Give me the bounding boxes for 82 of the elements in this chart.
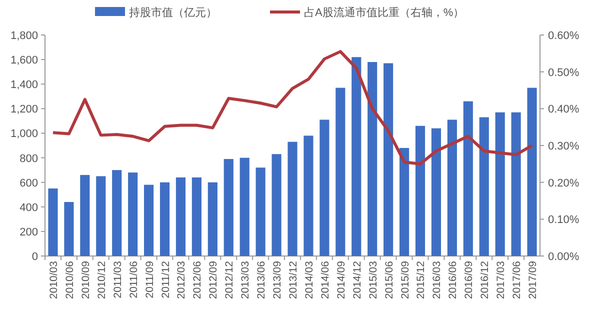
x-tick-label: 2012/06 [192, 260, 204, 299]
y2-tick-label: 0.40% [548, 104, 580, 116]
bar [415, 126, 426, 256]
bar [431, 128, 441, 256]
x-tick-label: 2014/06 [319, 260, 332, 299]
bar [447, 120, 457, 256]
y2-tick-label: 0.60% [548, 30, 580, 42]
bar [96, 176, 106, 256]
bar [48, 188, 58, 256]
x-tick-label: 2011/12 [160, 260, 172, 298]
x-tick-label: 2013/09 [272, 260, 284, 299]
bar [527, 88, 537, 256]
bar [320, 120, 330, 256]
bar [256, 168, 266, 256]
legend-label: 持股市值（亿元） [129, 6, 217, 19]
y2-tick-label: 0.10% [548, 214, 580, 226]
x-tick-label: 2015/12 [415, 260, 428, 299]
x-tick-label: 2017/06 [511, 260, 524, 299]
x-tick-label: 2011/06 [128, 260, 140, 298]
bar [511, 112, 521, 256]
bar [272, 154, 282, 256]
bar [495, 112, 505, 256]
x-tick-label: 2016/06 [447, 260, 460, 299]
legend-label: 占A股流通市值比重（右轴，%） [304, 6, 464, 19]
x-tick-label: 2010/03 [48, 260, 60, 299]
bar [160, 182, 170, 256]
bar [176, 177, 186, 256]
bar [352, 57, 362, 256]
bar [224, 159, 234, 256]
bar [112, 170, 122, 256]
x-tick-label: 2010/12 [96, 260, 108, 299]
x-tick-label: 2010/06 [64, 260, 76, 299]
x-tick-label: 2017/03 [495, 260, 508, 299]
x-tick-label: 2013/03 [240, 260, 252, 299]
x-tick-label: 2015/03 [367, 260, 380, 299]
bar [479, 117, 489, 256]
y2-tick-label: 0.00% [548, 251, 580, 263]
y-tick-label: 1,200 [10, 104, 38, 116]
x-tick-label: 2014/12 [351, 260, 364, 299]
bar [80, 174, 90, 256]
y-tick-label: 600 [20, 177, 38, 190]
bar [128, 172, 138, 256]
x-tick-label: 2012/03 [176, 260, 188, 299]
bar [368, 62, 378, 256]
bar [288, 142, 298, 256]
bar [384, 63, 394, 256]
bar [304, 136, 314, 256]
y2-tick-label: 0.30% [548, 140, 580, 152]
x-tick-label: 2011/03 [112, 260, 124, 298]
x-tick-label: 2011/09 [144, 260, 156, 298]
bar [192, 177, 202, 256]
bar [208, 182, 218, 256]
bar [336, 88, 346, 256]
y2-tick-label: 0.20% [548, 177, 580, 190]
x-tick-label: 2013/06 [256, 260, 268, 299]
y-tick-label: 0 [32, 251, 38, 263]
x-tick-label: 2017/09 [527, 260, 540, 299]
x-tick-label: 2012/09 [208, 260, 220, 299]
y-tick-label: 1,800 [10, 30, 38, 42]
x-tick-label: 2012/12 [224, 260, 236, 299]
x-tick-label: 2016/03 [431, 260, 444, 299]
x-tick-label: 2013/12 [288, 260, 300, 299]
x-tick-label: 2014/03 [303, 260, 316, 299]
bar [64, 202, 74, 256]
x-tick-label: 2015/09 [399, 260, 412, 299]
bar [399, 148, 410, 256]
x-tick-label: 2014/09 [335, 260, 348, 299]
x-tick-label: 2015/06 [383, 260, 396, 299]
bar [144, 184, 154, 256]
y-tick-label: 200 [20, 226, 38, 238]
bar [240, 158, 250, 256]
x-tick-label: 2010/09 [80, 260, 92, 299]
y-tick-label: 800 [20, 152, 38, 165]
y2-tick-label: 0.50% [548, 66, 580, 79]
y-tick-label: 1,600 [10, 54, 38, 67]
y-tick-label: 400 [20, 202, 38, 214]
y-tick-label: 1,000 [10, 128, 38, 140]
x-tick-label: 2016/09 [463, 260, 476, 299]
bar [463, 101, 473, 256]
line-series [51, 50, 534, 166]
y-tick-label: 1,400 [10, 79, 38, 92]
x-tick-label: 2016/12 [479, 260, 492, 299]
